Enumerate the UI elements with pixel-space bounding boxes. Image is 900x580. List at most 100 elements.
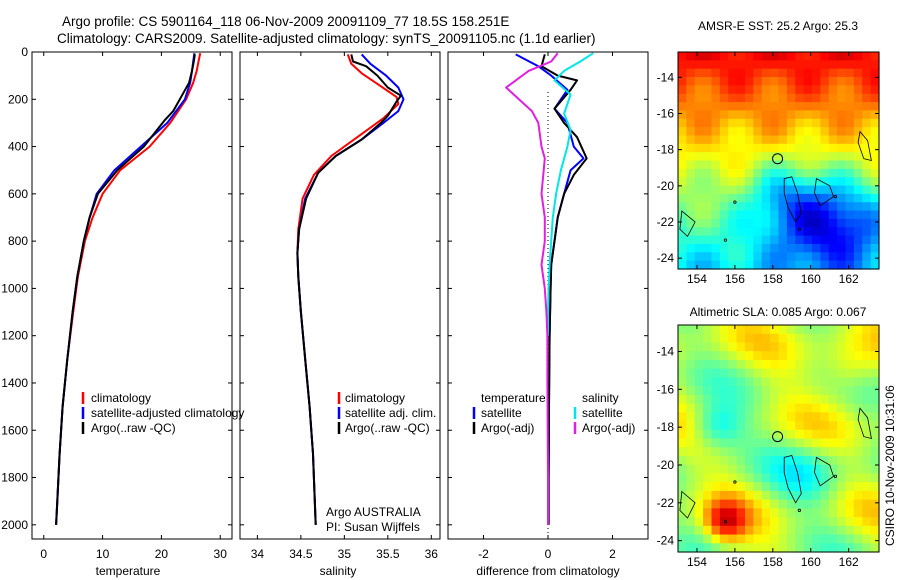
map-cell bbox=[761, 386, 771, 396]
map-cell bbox=[837, 499, 847, 509]
reef-outline bbox=[857, 130, 872, 162]
figure-title-line1: Argo profile: CS 5901164_118 06-Nov-2009… bbox=[62, 14, 509, 29]
map-cell bbox=[719, 118, 729, 128]
map-cell bbox=[853, 342, 863, 352]
map-cell bbox=[711, 227, 721, 237]
map-cell bbox=[862, 368, 872, 378]
map-cell bbox=[703, 202, 713, 212]
map-cell bbox=[703, 185, 713, 195]
map-cell bbox=[694, 543, 704, 553]
map-cell bbox=[837, 403, 847, 413]
map-cell bbox=[719, 152, 729, 162]
map-cell bbox=[728, 377, 738, 387]
map-cell bbox=[736, 127, 746, 137]
map-cell bbox=[694, 333, 704, 344]
map-cell bbox=[803, 455, 813, 466]
map-cell bbox=[778, 412, 788, 422]
map-cell bbox=[812, 218, 821, 228]
map-cell bbox=[828, 127, 838, 137]
map-cell bbox=[728, 482, 738, 492]
map-cell bbox=[812, 93, 821, 103]
map-cell bbox=[736, 77, 746, 86]
map-cell bbox=[803, 77, 813, 86]
map-cell bbox=[828, 394, 838, 405]
map-cell bbox=[845, 508, 855, 518]
map-cell bbox=[678, 447, 687, 457]
map-cell bbox=[736, 325, 746, 335]
salinity-plot-area bbox=[296, 53, 405, 525]
map-cell bbox=[795, 351, 805, 361]
map-cell bbox=[870, 102, 880, 112]
x-tick-label: 160 bbox=[801, 555, 821, 569]
map-cell bbox=[761, 202, 771, 212]
map-cell bbox=[711, 52, 721, 61]
map-cell bbox=[678, 110, 687, 120]
map-cell bbox=[745, 102, 754, 112]
map-cell bbox=[837, 60, 847, 70]
map-cell bbox=[862, 508, 872, 518]
map-cell bbox=[795, 52, 805, 61]
map-cell bbox=[745, 177, 754, 187]
map-cell bbox=[803, 490, 813, 501]
map-cell bbox=[778, 93, 788, 103]
map-cell bbox=[786, 438, 796, 448]
map-cell bbox=[728, 412, 738, 422]
map-cell bbox=[711, 534, 721, 544]
map-cell bbox=[795, 499, 805, 509]
map-cell bbox=[870, 482, 880, 492]
map-cell bbox=[703, 243, 713, 253]
sst-map-frame bbox=[677, 51, 880, 270]
map-cell bbox=[719, 499, 729, 509]
map-cell bbox=[828, 52, 838, 61]
map-cell bbox=[778, 252, 788, 262]
map-cell bbox=[728, 351, 738, 361]
map-cell bbox=[745, 218, 754, 228]
map-cell bbox=[694, 193, 704, 203]
map-cell bbox=[786, 342, 796, 352]
map-cell bbox=[686, 447, 696, 457]
map-cell bbox=[828, 377, 838, 387]
map-cell bbox=[770, 482, 780, 492]
map-cell bbox=[770, 102, 780, 112]
map-cell bbox=[728, 368, 738, 378]
map-cell bbox=[837, 482, 847, 492]
map-cell bbox=[795, 235, 805, 245]
map-cell bbox=[778, 421, 788, 431]
map-cell bbox=[678, 482, 687, 492]
map-cell bbox=[778, 368, 788, 378]
reef-outline bbox=[783, 176, 802, 223]
map-cell bbox=[703, 438, 713, 448]
map-cell bbox=[736, 438, 746, 448]
map-cell bbox=[719, 325, 729, 335]
map-cell bbox=[853, 525, 863, 536]
island-outline bbox=[723, 520, 728, 524]
map-cell bbox=[719, 403, 729, 413]
map-cell bbox=[870, 464, 880, 475]
map-cell bbox=[837, 351, 847, 361]
map-cell bbox=[870, 235, 880, 245]
map-cell bbox=[845, 325, 855, 335]
map-cell bbox=[845, 403, 855, 413]
map-cell bbox=[753, 85, 763, 95]
map-cell bbox=[786, 359, 796, 370]
map-cell bbox=[761, 243, 771, 253]
map-cell bbox=[728, 135, 738, 145]
map-cell bbox=[728, 508, 738, 518]
map-cell bbox=[845, 68, 855, 78]
map-cell bbox=[694, 93, 704, 103]
map-cell bbox=[753, 482, 763, 492]
map-cell bbox=[812, 464, 821, 475]
map-cell bbox=[761, 227, 771, 237]
map-cell bbox=[828, 102, 838, 112]
map-cell bbox=[711, 252, 721, 262]
map-cell bbox=[778, 534, 788, 544]
map-cell bbox=[719, 177, 729, 187]
map-cell bbox=[686, 52, 696, 61]
map-cell bbox=[711, 438, 721, 448]
map-cell bbox=[694, 85, 704, 95]
map-cell bbox=[786, 152, 796, 162]
map-cell bbox=[719, 77, 729, 86]
map-cell bbox=[736, 185, 746, 195]
map-cell bbox=[812, 368, 821, 378]
map-cell bbox=[778, 135, 788, 145]
